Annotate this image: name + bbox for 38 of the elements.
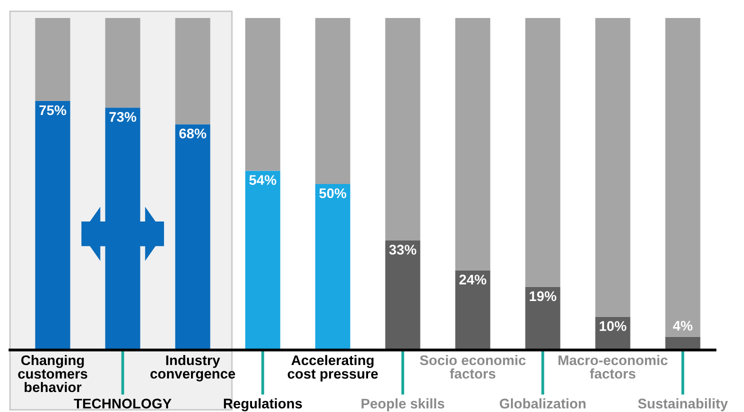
x-tick-label: Regulations	[224, 398, 302, 412]
data-label: 4%	[672, 320, 692, 331]
bar	[315, 18, 350, 184]
bar	[105, 18, 140, 108]
x-tick-label: Industry convergence	[150, 354, 236, 382]
data-label: 54%	[249, 175, 276, 185]
bar	[595, 18, 630, 317]
bar	[385, 240, 420, 350]
data-label: 10%	[600, 321, 626, 331]
x-tick-label: Accelerating cost pressure	[288, 354, 378, 382]
bar	[455, 270, 490, 350]
bar	[665, 18, 700, 337]
x-tick-label: Sustainability	[638, 398, 728, 412]
bar	[525, 286, 560, 350]
bar	[245, 18, 280, 171]
bar	[665, 336, 700, 350]
bar	[175, 124, 210, 350]
bar	[385, 18, 420, 240]
x-tick-label: People skills	[362, 398, 444, 412]
bar	[455, 18, 490, 270]
bar	[315, 184, 350, 350]
x-tick-label: TECHNOLOGY	[74, 398, 172, 409]
data-label: 24%	[459, 274, 486, 284]
x-tick-label: Socio economic factors	[420, 354, 526, 379]
data-label: 68%	[179, 128, 206, 138]
bar	[35, 101, 70, 350]
x-tick-label: Changing customers behavior	[18, 354, 88, 392]
data-label: 73%	[109, 112, 136, 122]
bar	[35, 18, 70, 101]
data-label: 33%	[389, 244, 416, 255]
x-tick-label: Globalization	[500, 398, 586, 409]
data-label: 50%	[319, 188, 346, 198]
data-label: 19%	[530, 291, 556, 302]
x-tick-label: Macro-economic factors	[558, 354, 668, 379]
bar	[525, 18, 560, 287]
data-label: 75%	[39, 105, 66, 116]
bar	[175, 18, 210, 124]
bar	[245, 170, 280, 350]
